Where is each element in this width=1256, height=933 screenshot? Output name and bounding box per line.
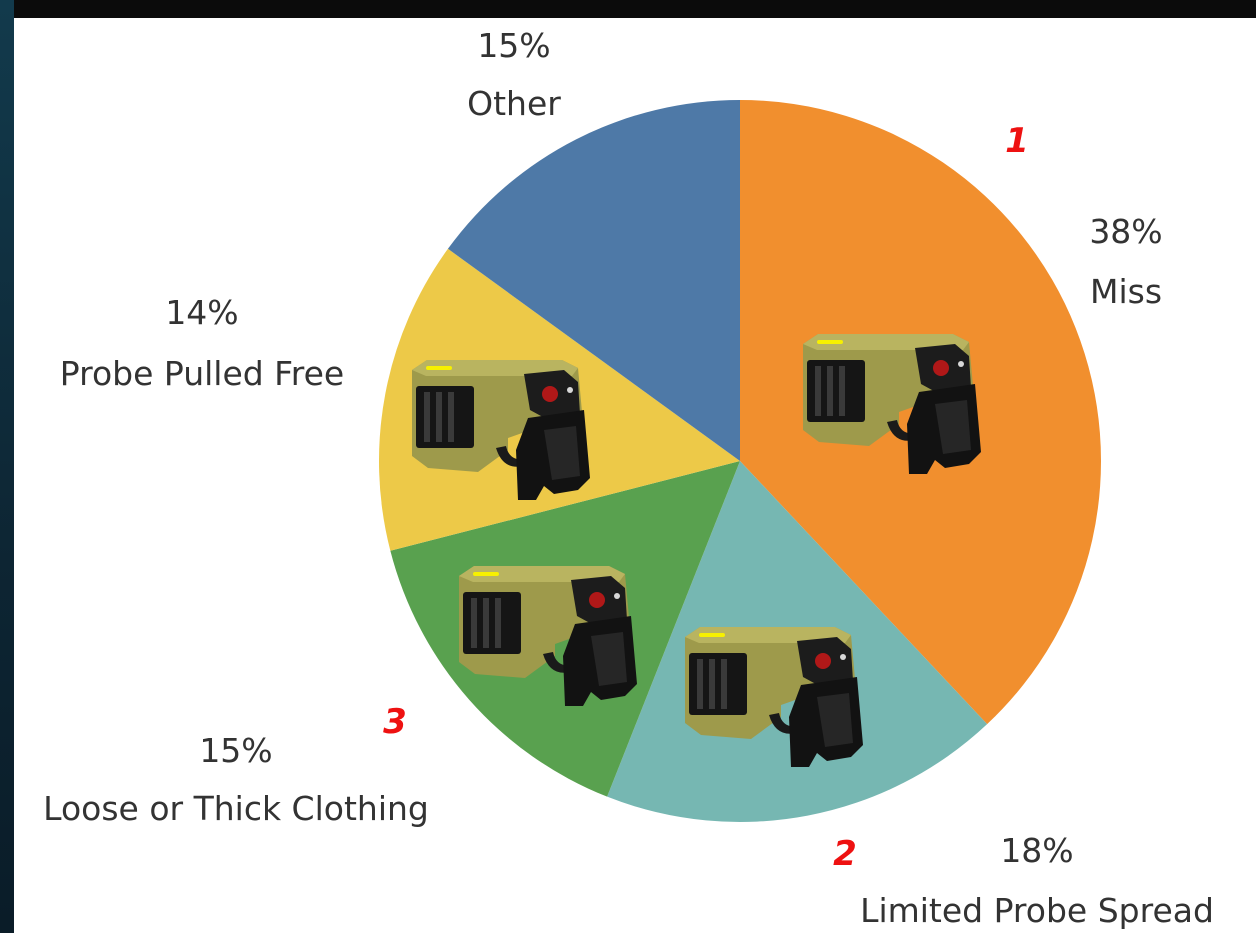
value-label-loose-or-thick-clothing: 15%: [199, 731, 272, 770]
rank-marker-limited-probe-spread: 2: [833, 834, 857, 874]
rank-marker-loose-or-thick-clothing: 3: [383, 702, 407, 742]
rank-marker-miss: 1: [1005, 121, 1029, 161]
value-label-miss: 38%: [1089, 212, 1162, 251]
category-label-other: Other: [467, 84, 561, 123]
value-label-other: 15%: [477, 26, 550, 65]
category-label-probe-pulled-free: Probe Pulled Free: [60, 354, 344, 393]
value-label-probe-pulled-free: 14%: [165, 293, 238, 332]
category-label-miss: Miss: [1090, 272, 1162, 311]
category-label-loose-or-thick-clothing: Loose or Thick Clothing: [43, 789, 429, 828]
slice-other: [447, 100, 740, 461]
left-frame-bar: [0, 0, 14, 933]
category-label-limited-probe-spread: Limited Probe Spread: [860, 891, 1214, 930]
top-frame-bar: [0, 0, 1256, 18]
value-label-limited-probe-spread: 18%: [1000, 831, 1073, 870]
